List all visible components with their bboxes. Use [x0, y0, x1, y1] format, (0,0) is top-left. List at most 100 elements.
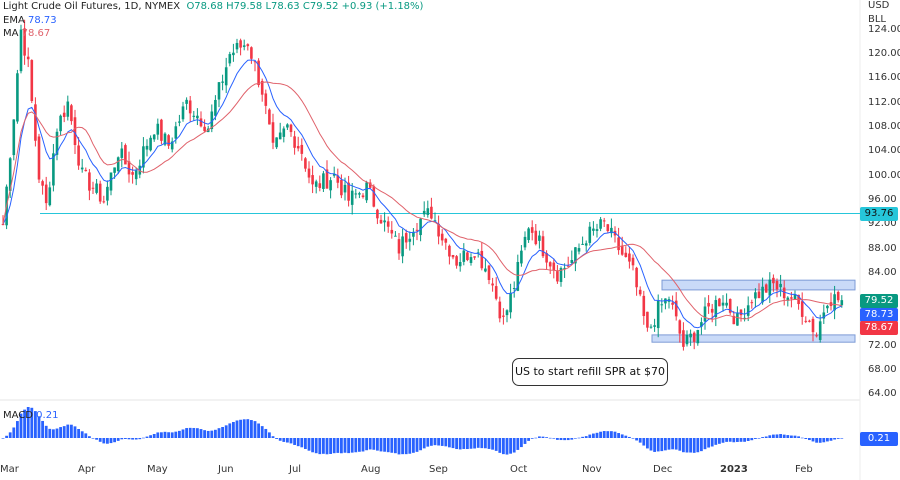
candle-body: [502, 315, 505, 317]
macd-bar: [739, 438, 743, 442]
macd-bar: [563, 438, 566, 441]
candle-body: [678, 320, 682, 334]
candle-body: [451, 254, 455, 258]
macd-bar: [181, 429, 185, 438]
macd-bar: [293, 438, 296, 445]
candle-body: [426, 208, 430, 215]
candle-body: [98, 183, 102, 202]
macd-bar: [304, 438, 307, 449]
candle-body: [703, 306, 707, 322]
macd-bar: [145, 436, 149, 438]
candle-body: [44, 184, 48, 204]
macd-bar: [232, 421, 235, 438]
candle-body: [408, 238, 412, 242]
candle-body: [109, 172, 113, 191]
macd-bar: [91, 438, 95, 439]
macd-bar: [289, 438, 293, 444]
macd-bar: [746, 438, 750, 442]
candle-body: [376, 209, 379, 219]
macd-bar: [62, 426, 66, 438]
candle-body: [368, 182, 372, 188]
candle-body: [793, 294, 797, 300]
candle-body: [124, 145, 127, 165]
macd-bar: [124, 438, 127, 439]
candle-body: [566, 265, 570, 267]
candle-body: [188, 100, 192, 114]
hline-price-badge: 93.76: [860, 207, 898, 221]
macd-bar: [581, 436, 584, 438]
annotation-callout[interactable]: US to start refill SPR at $70: [512, 358, 668, 386]
y-tick-label: 108.00: [868, 120, 900, 132]
close-price-badge: 79.52: [860, 294, 898, 308]
macd-bar: [368, 438, 372, 450]
macd-bar: [520, 438, 523, 448]
candle-body: [692, 332, 696, 342]
candle-body: [113, 167, 116, 173]
candle-body: [710, 308, 714, 313]
candle-body: [145, 145, 149, 150]
ma-label: MA: [3, 28, 19, 39]
macd-bar: [559, 438, 563, 441]
macd-bar: [430, 438, 433, 446]
macd-bar: [509, 438, 512, 454]
candle-body: [440, 233, 444, 241]
macd-bar: [757, 438, 761, 439]
x-tick-label: May: [147, 464, 168, 475]
candle-body: [70, 105, 73, 122]
candle-body: [772, 277, 775, 284]
macd-bar: [30, 407, 34, 438]
ema-value: 78.73: [27, 15, 57, 26]
y-tick-label: 96.00: [868, 193, 897, 205]
high-value: H79.58: [226, 1, 263, 12]
macd-bar: [278, 438, 282, 441]
macd-bar: [660, 438, 664, 452]
candle-body: [386, 221, 390, 227]
macd-bar: [718, 438, 721, 444]
open-value: O78.68: [186, 1, 223, 12]
macd-bar: [73, 426, 77, 438]
candle-body: [156, 123, 160, 135]
candle-body: [790, 297, 793, 299]
candle-body: [253, 61, 257, 63]
candle-body: [174, 126, 178, 139]
candle-body: [379, 219, 383, 224]
candle-body: [779, 283, 782, 288]
candle-body: [498, 301, 502, 319]
candle-body: [181, 106, 185, 120]
macd-bar: [570, 438, 574, 440]
macd-bar: [761, 437, 764, 438]
candle-body: [530, 227, 534, 233]
macd-bar: [642, 438, 646, 446]
candle-body: [808, 320, 811, 322]
candle-body: [786, 297, 790, 301]
candle-body: [836, 291, 840, 301]
macd-bar: [246, 419, 250, 438]
macd-bar: [307, 438, 311, 451]
candle-body: [228, 54, 232, 64]
candle-body: [293, 136, 296, 148]
candle-body: [289, 124, 293, 133]
macd-bar: [354, 438, 358, 453]
candle-body: [635, 267, 638, 288]
candle-body: [314, 181, 318, 187]
macd-bar: [203, 430, 206, 438]
macd-bar: [556, 438, 559, 440]
candle-body: [671, 302, 674, 305]
macd-bar: [196, 428, 199, 438]
candle-body: [250, 47, 253, 59]
macd-bar: [656, 438, 660, 452]
macd-bar: [433, 438, 437, 446]
macd-bar: [700, 438, 703, 452]
candle-body: [142, 146, 145, 168]
candle-body: [95, 183, 98, 193]
macd-bar: [109, 438, 113, 444]
candle-body: [757, 291, 761, 299]
macd-bar: [404, 438, 408, 455]
macd-bar: [325, 438, 329, 455]
macd-bar: [512, 438, 516, 453]
macd-bar: [682, 438, 685, 453]
macd-bar: [714, 438, 718, 445]
macd-bar: [649, 438, 653, 451]
macd-bar: [541, 436, 545, 438]
